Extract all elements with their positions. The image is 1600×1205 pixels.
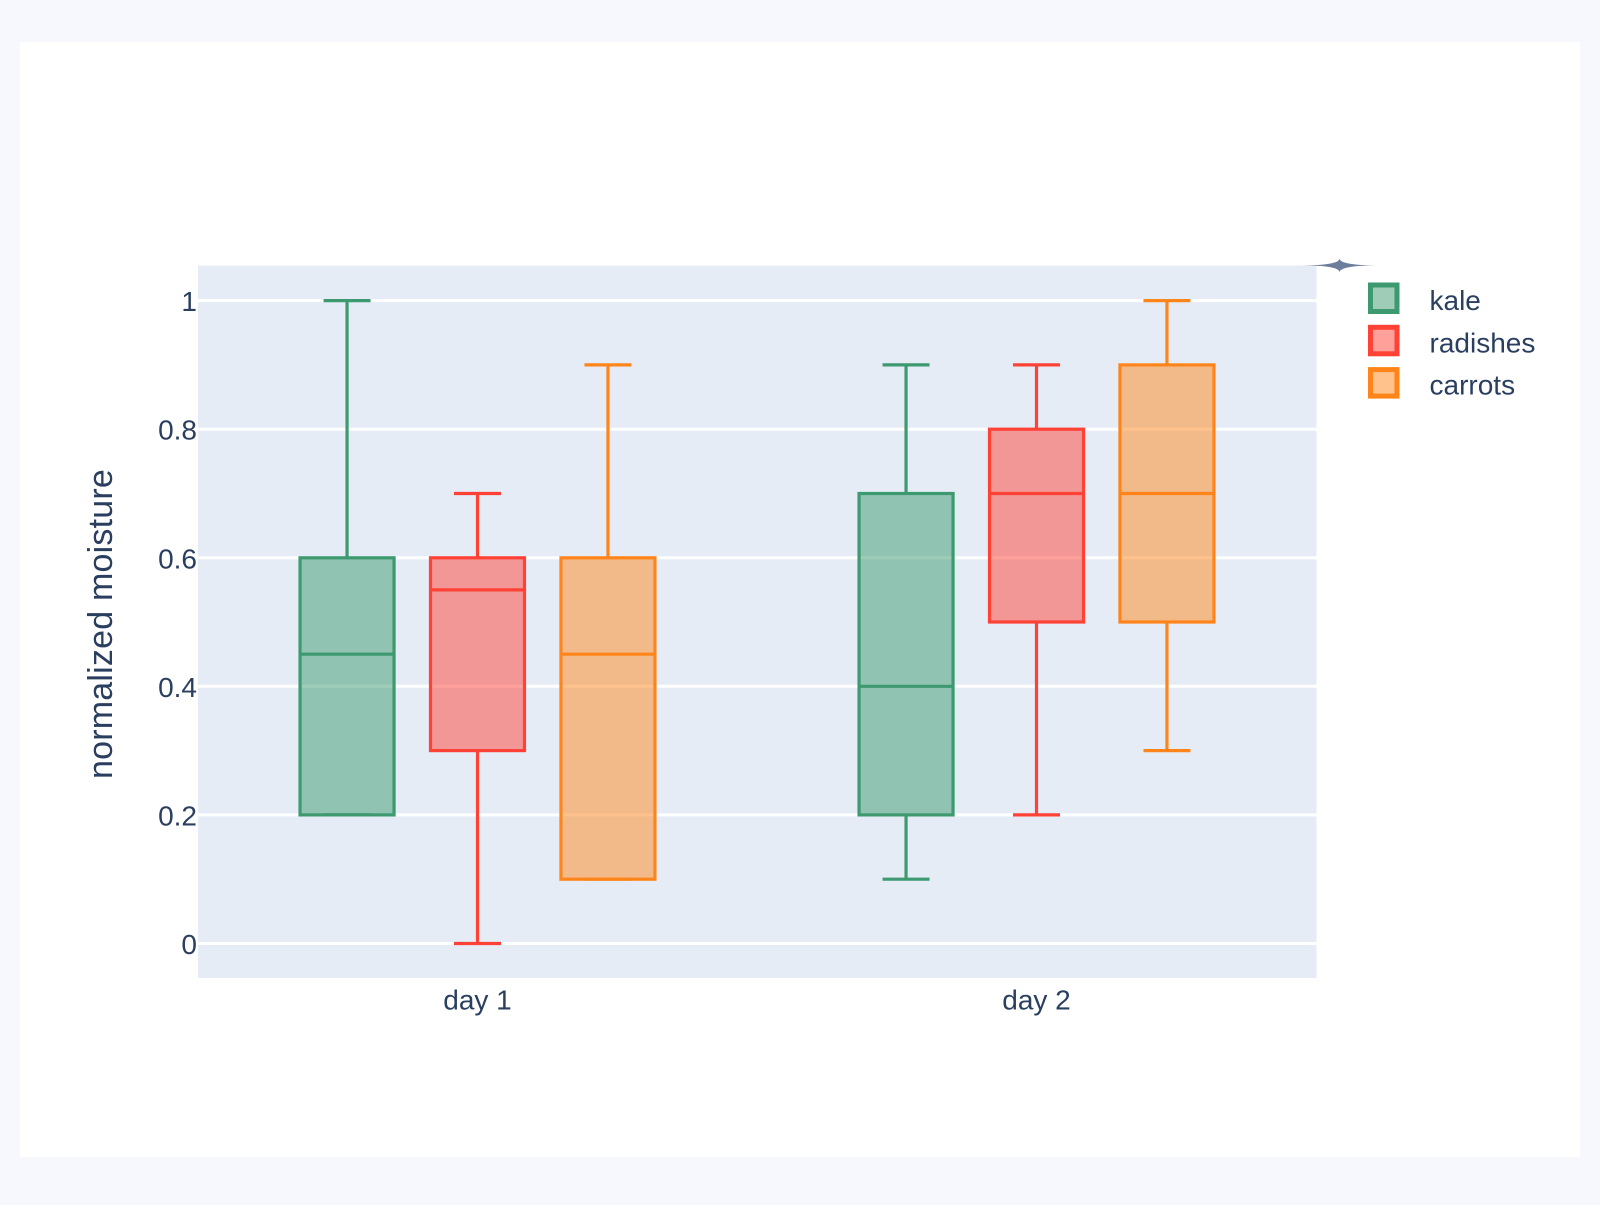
svg-text:radishes: radishes — [1430, 327, 1536, 358]
svg-text:normalized moisture: normalized moisture — [82, 469, 120, 779]
svg-text:kale: kale — [1430, 285, 1481, 316]
svg-text:0.6: 0.6 — [158, 543, 197, 574]
svg-text:0.8: 0.8 — [158, 415, 197, 446]
svg-text:day 1: day 1 — [443, 985, 512, 1016]
svg-text:day 2: day 2 — [1002, 985, 1071, 1016]
svg-text:carrots: carrots — [1430, 370, 1516, 401]
svg-text:1: 1 — [181, 286, 197, 317]
svg-text:0: 0 — [181, 929, 197, 960]
svg-text:0.4: 0.4 — [158, 672, 197, 703]
svg-text:0.2: 0.2 — [158, 800, 197, 831]
